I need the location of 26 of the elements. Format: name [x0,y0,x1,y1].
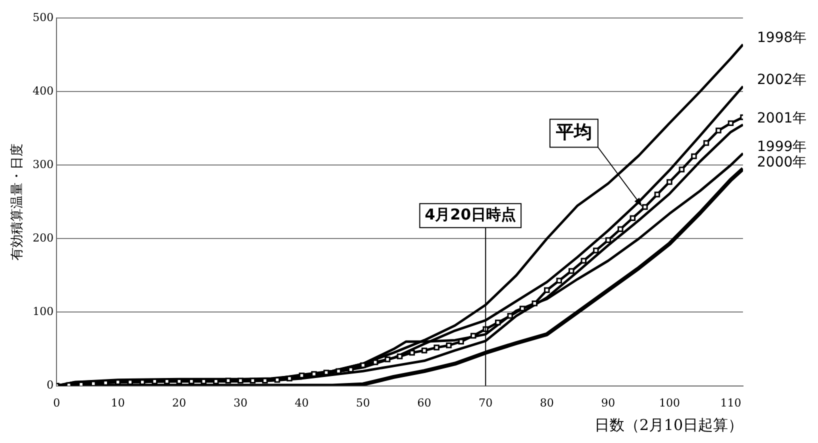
x-tick-label: 40 [294,396,309,410]
y-tick-label: 0 [46,378,54,392]
y-tick-label: 500 [32,10,54,24]
y-tick-label: 100 [32,305,54,318]
y-tick-label: 300 [32,158,54,171]
x-tick-label: 10 [110,396,125,410]
series-label: 2001年 [757,110,807,126]
series-label: 2000年 [757,154,807,170]
series-label: 2002年 [757,72,807,88]
x-tick-label: 90 [601,396,616,410]
y-tick-label: 200 [32,232,54,245]
x-axis-title: 日数（2月10日起算） [594,416,743,434]
x-tick-label: 110 [720,396,742,410]
series-label: 1998年 [757,30,807,46]
y-tick-label: 400 [32,84,54,98]
x-tick-label: 80 [540,396,554,410]
x-tick-label: 30 [233,396,248,410]
annotation: 平均 [554,122,592,143]
x-tick-label: 100 [658,396,680,410]
x-tick-label: 70 [478,396,493,410]
x-tick-label: 20 [172,396,186,410]
y-axis-title: 有効積算温量・日度 [9,143,26,260]
ref-line-label: 4月20日時点 [424,206,516,224]
x-tick-label: 60 [417,396,432,410]
x-tick-label: 50 [356,396,370,410]
series-label: 1999年 [757,138,807,155]
